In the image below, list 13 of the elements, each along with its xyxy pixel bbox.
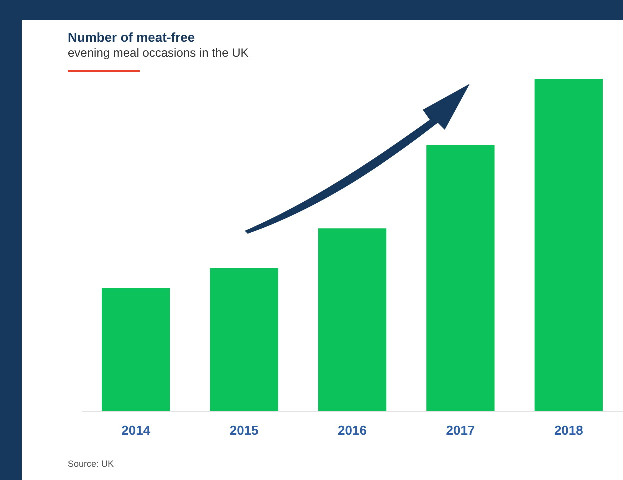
bar [426,145,495,412]
chart-title: Number of meat-free [68,30,196,45]
bar [210,268,278,412]
chart-subtitle: evening meal occasions in the UK [68,46,249,60]
x-tick-label: 2017 [446,422,476,438]
bar [318,228,387,412]
x-tick-label: 2016 [338,422,367,438]
x-tick-label: 2015 [230,422,259,438]
bar [102,288,170,412]
x-tick-label: 2018 [554,422,584,438]
source-note: Source: UK [68,459,114,469]
bar [534,79,603,412]
x-tick-label: 2014 [122,422,152,438]
